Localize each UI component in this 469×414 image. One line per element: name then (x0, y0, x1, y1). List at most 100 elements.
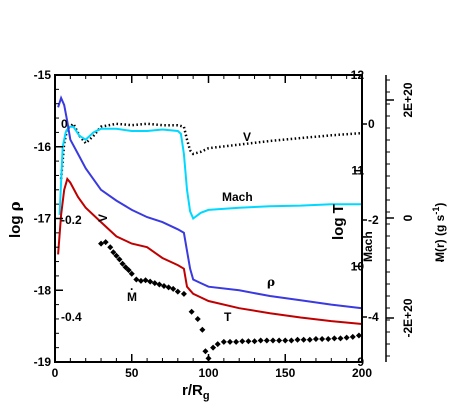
x-tick-label: 100 (198, 366, 218, 380)
series-layer (57, 95, 363, 362)
mdot-point (343, 334, 350, 341)
axes: 0 50 100 150 200 -15 -16 -17 -18 -19 12 11 10 9 0 -2 -4 0… (34, 68, 415, 380)
mdot-point (276, 337, 283, 344)
annotation-t: T (224, 310, 232, 324)
annotation-mdot-dot: · (130, 282, 134, 296)
t-tick-label: 10 (351, 259, 365, 273)
y-axis-t-title: log T (330, 204, 347, 240)
mdot-point (174, 288, 181, 295)
mdot-point (312, 336, 319, 343)
t-tick-label: 12 (351, 68, 365, 82)
annotation-mdot: M (127, 290, 137, 304)
rho-tick-label: -18 (34, 283, 52, 297)
mdot-point (102, 239, 109, 246)
mdot-point (165, 284, 172, 291)
mdot-point (194, 315, 201, 322)
mdot-point (306, 336, 313, 343)
mdot-point (128, 270, 135, 277)
mdot-point (288, 337, 295, 344)
mdot-point (125, 267, 132, 274)
mdot-point (355, 332, 362, 339)
x-axis-title-main: r/R (182, 382, 203, 399)
mdot-tick-label: 2E+20 (401, 82, 415, 117)
x-tick-label: 200 (352, 366, 372, 380)
y-axis-mdot-title-dot: · (440, 254, 444, 268)
mdot-point (214, 341, 221, 348)
y-axis-mdot-title: M(r) (g s-1) (431, 203, 447, 262)
mdot-point (199, 326, 206, 333)
annotation-v: V (243, 130, 251, 144)
mdot-point (349, 333, 356, 340)
mdot-point (160, 282, 167, 289)
mdot-point (133, 276, 140, 283)
mdot-point (325, 336, 332, 343)
mdot-point (110, 249, 117, 256)
mdot-point (233, 338, 240, 345)
t-tick-label: 11 (351, 164, 364, 178)
v-tick-label: 0 (61, 117, 68, 131)
t-tick-label: 9 (357, 355, 364, 369)
mdot-point (142, 277, 149, 284)
mdot-point (331, 335, 338, 342)
series-t (57, 176, 363, 325)
mdot-point (239, 338, 246, 345)
x-axis-title-sub: g (203, 390, 210, 402)
mdot-point (202, 348, 209, 355)
series-mdot (98, 239, 362, 362)
annotation-mach: Mach (222, 190, 253, 204)
mdot-point (245, 338, 252, 345)
mdot-point (107, 244, 114, 251)
mach-tick-label: 0 (368, 117, 375, 131)
series-mach (58, 125, 362, 221)
mdot-point (156, 281, 163, 288)
annotation-rho: ρ (267, 275, 275, 289)
mdot-point (269, 337, 276, 344)
mdot-point (226, 338, 233, 345)
y-axis-left-title-greek: ρ (6, 201, 24, 211)
mdot-point (300, 336, 307, 343)
mdot-point (220, 338, 227, 345)
y-axis-mdot-title-end: ) (433, 203, 447, 207)
mdot-point (282, 337, 289, 344)
mdot-point (294, 336, 301, 343)
mdot-point (147, 278, 154, 285)
mdot-point (251, 338, 258, 345)
mdot-point (210, 344, 217, 351)
v-tick-label: -0.2 (61, 213, 82, 227)
y-axis-mdot-title-main: M(r) (g s (433, 214, 447, 262)
rho-tick-label: -17 (34, 212, 52, 226)
y-axis-v-title: V (96, 214, 110, 222)
mach-tick-label: -4 (368, 310, 379, 324)
x-tick-label: 50 (125, 366, 139, 380)
mdot-point (319, 336, 326, 343)
y-axis-mdot-title-sup: -1 (431, 207, 441, 215)
mdot-point (151, 280, 158, 287)
mdot-point (337, 335, 344, 342)
mach-tick-label: -2 (368, 213, 379, 227)
y-axis-mach-title: Mach (361, 231, 375, 262)
y-axis-left-title: log ρ (6, 201, 24, 238)
mdot-tick-label: -2E+20 (401, 298, 415, 337)
y-axis-left-title-main: log (7, 211, 24, 238)
mdot-point (98, 240, 105, 247)
mdot-point (257, 337, 264, 344)
mdot-tick-label: 0 (401, 214, 415, 221)
x-tick-label: 0 (52, 366, 59, 380)
v-tick-label: -0.4 (61, 310, 82, 324)
rho-tick-label: -19 (34, 355, 52, 369)
rho-tick-label: -16 (34, 140, 52, 154)
mdot-point (188, 308, 195, 315)
x-tick-label: 150 (275, 366, 295, 380)
mdot-point (119, 260, 126, 267)
mdot-point (263, 337, 270, 344)
mdot-point (180, 290, 187, 297)
mdot-point (113, 252, 120, 259)
mdot-point (137, 277, 144, 284)
series-v (59, 121, 363, 180)
rho-tick-label: -15 (34, 68, 52, 82)
mdot-point (170, 285, 177, 292)
series-rho (57, 95, 363, 310)
mdot-point (116, 256, 123, 263)
x-axis-title: r/Rg (182, 382, 210, 402)
